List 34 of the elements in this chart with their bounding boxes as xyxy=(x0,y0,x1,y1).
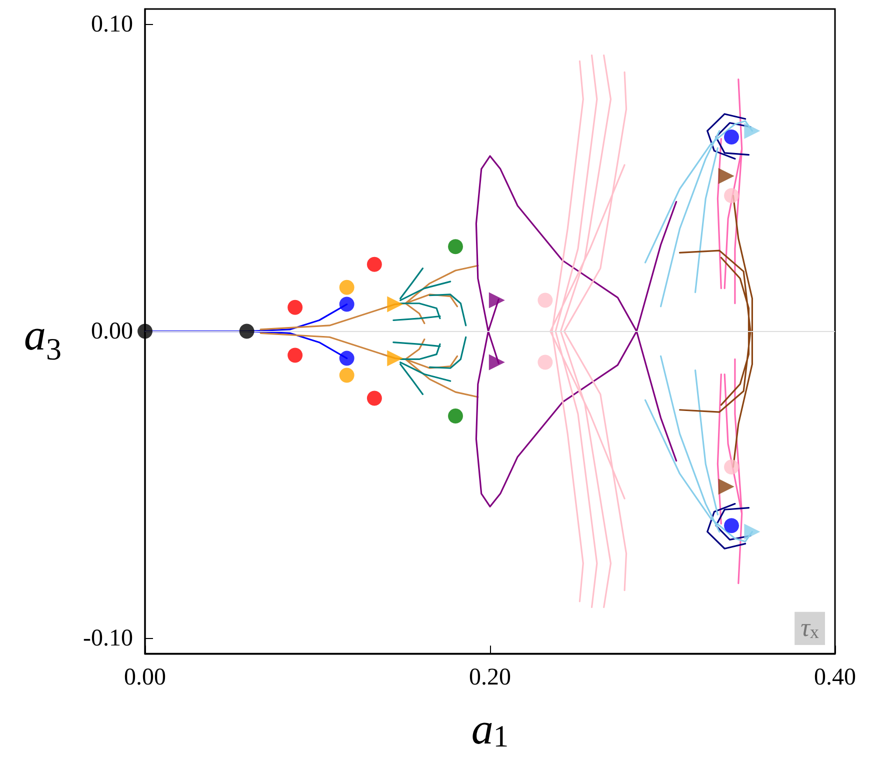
point xyxy=(288,300,303,315)
point xyxy=(718,478,734,495)
point xyxy=(339,350,354,366)
point xyxy=(448,239,463,254)
point xyxy=(538,354,553,370)
point xyxy=(366,390,382,406)
y-tick-label: 0.10 xyxy=(91,11,133,38)
point xyxy=(724,459,739,474)
x-axis-title: a1 xyxy=(471,704,509,754)
x-tick-label: 0.20 xyxy=(469,664,511,691)
annotation: τx xyxy=(800,612,819,642)
point xyxy=(339,280,354,295)
point xyxy=(724,518,739,534)
point xyxy=(488,354,505,370)
point xyxy=(538,292,553,308)
point xyxy=(339,368,354,383)
point xyxy=(239,324,254,339)
point xyxy=(387,350,404,366)
point xyxy=(718,168,734,184)
point xyxy=(488,292,505,308)
point xyxy=(744,122,760,139)
y-tick-label: 0.00 xyxy=(91,318,133,344)
x-tick-label: 0.00 xyxy=(124,664,166,691)
point xyxy=(387,296,404,312)
x-tick-label: 0.40 xyxy=(814,664,856,691)
point xyxy=(138,324,152,339)
point xyxy=(724,130,739,144)
point xyxy=(339,296,354,312)
point xyxy=(288,348,303,363)
point xyxy=(448,408,463,424)
point xyxy=(724,188,739,204)
y-tick-label: -0.10 xyxy=(83,625,133,652)
point xyxy=(744,524,760,540)
point xyxy=(366,256,382,272)
